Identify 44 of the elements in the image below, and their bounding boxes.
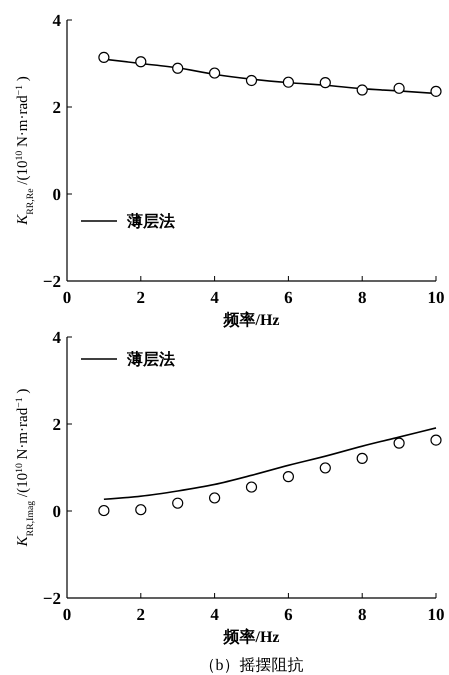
y-tick-label: 2 [52, 414, 61, 434]
point [282, 471, 294, 482]
x-tick-label: 10 [428, 288, 444, 307]
y-tick-label: 4 [52, 10, 62, 30]
x-axis-title: 频率/Hz [222, 627, 280, 646]
y-tick-label: −2 [42, 272, 61, 291]
text: （b）摇摆阻抗 [200, 656, 304, 674]
y-tick-label: 2 [52, 98, 61, 117]
legend-label: 薄层法 [126, 212, 175, 231]
point [356, 84, 368, 96]
x-tick-label: 4 [210, 288, 220, 307]
x-tick-label: 2 [136, 288, 146, 307]
y-tick-label: −2 [42, 588, 61, 608]
point [246, 74, 258, 86]
point [172, 498, 184, 509]
point [394, 82, 405, 94]
x-tick-label: 8 [358, 288, 366, 307]
x-tick-label: 4 [210, 605, 220, 624]
point [209, 67, 220, 79]
point [394, 438, 405, 449]
y-tick-label: 4 [52, 328, 62, 347]
point [356, 452, 368, 464]
point [430, 86, 442, 97]
point [135, 504, 146, 516]
point [172, 62, 184, 74]
x-tick-label: 2 [136, 605, 146, 624]
point [320, 462, 331, 474]
y-tick-label: 0 [52, 184, 61, 204]
legend-label: 薄层法 [126, 350, 175, 369]
point [320, 77, 331, 88]
x-tick-label: 6 [284, 288, 293, 307]
point [98, 52, 110, 64]
point [282, 76, 294, 88]
point [135, 56, 146, 68]
point [430, 434, 442, 446]
x-axis-title: 频率/Hz [222, 310, 280, 329]
y-tick-label: 0 [52, 502, 61, 521]
point [246, 481, 258, 493]
point [209, 492, 220, 504]
x-tick-label: 10 [428, 605, 444, 624]
point [98, 504, 110, 516]
line-series [103, 427, 437, 500]
x-tick-label: 8 [358, 605, 366, 624]
x-tick-label: 6 [284, 605, 293, 624]
